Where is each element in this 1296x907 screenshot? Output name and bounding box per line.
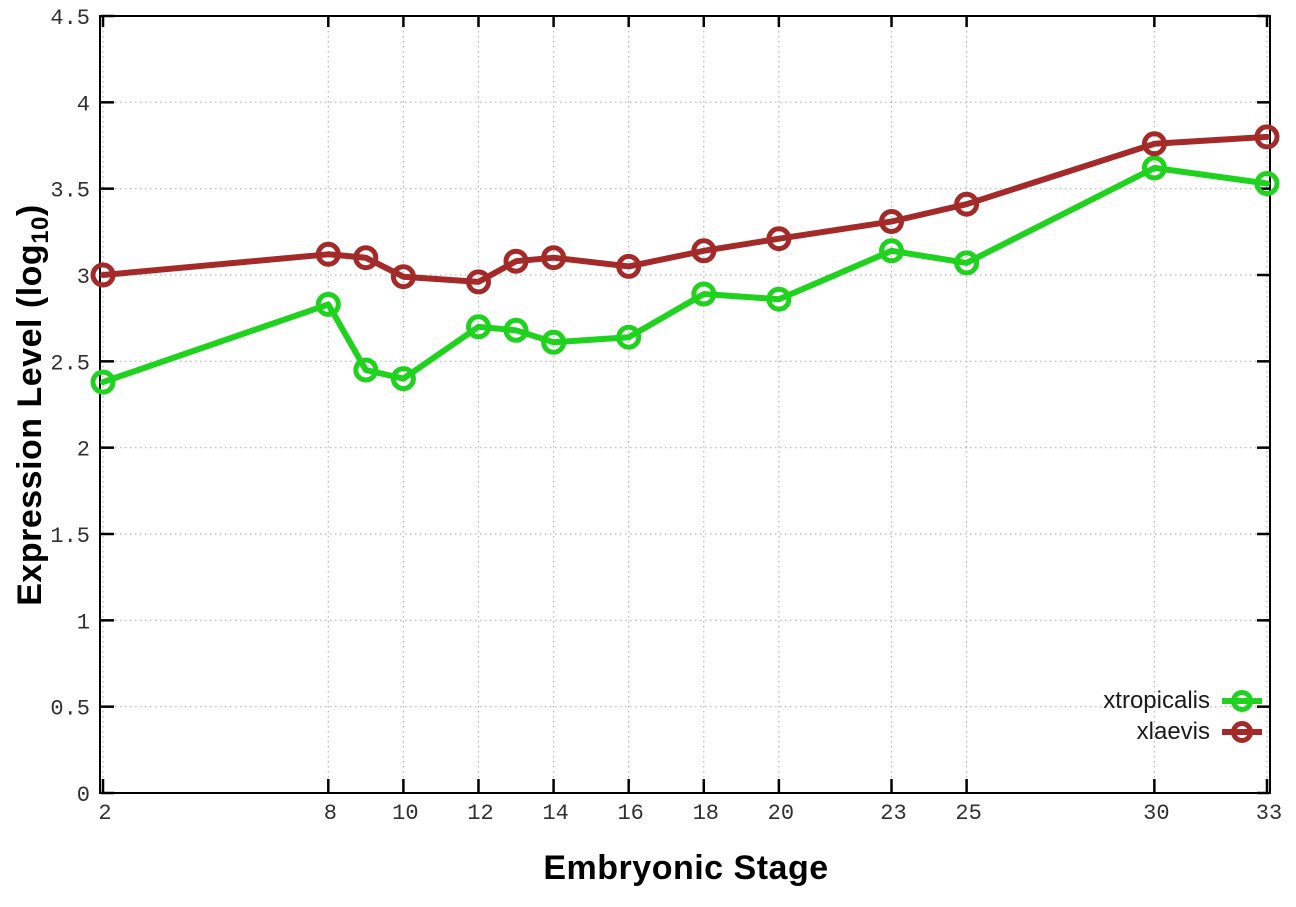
data-point-xtropicalis-13 bbox=[503, 317, 529, 343]
y-tick-label: 4 bbox=[77, 92, 90, 117]
x-axis-title: Embryonic Stage bbox=[543, 849, 829, 887]
y-tick-label: 1 bbox=[77, 610, 90, 635]
y-axis-title-text: Expression Level (log bbox=[11, 243, 49, 606]
y-axis-title-suffix: ) bbox=[11, 204, 49, 217]
legend-circle-marker-icon bbox=[1231, 689, 1253, 712]
data-point-xlaevis-18 bbox=[691, 238, 717, 264]
y-axis-title-subscript: 10 bbox=[27, 216, 54, 244]
legend-marker-icon bbox=[1222, 719, 1262, 745]
y-tick-label: 2.5 bbox=[50, 351, 90, 376]
x-tick-label: 12 bbox=[467, 801, 493, 826]
series-line-xtropicalis bbox=[100, 164, 1270, 386]
data-point-xlaevis-2 bbox=[90, 262, 116, 288]
data-point-xlaevis-16 bbox=[616, 253, 642, 279]
data-point-xtropicalis-8 bbox=[315, 291, 341, 317]
y-axis-title: Expression Level (log10) bbox=[11, 204, 55, 605]
data-point-xlaevis-9 bbox=[353, 245, 379, 271]
data-point-xtropicalis-10 bbox=[390, 366, 416, 392]
data-point-xlaevis-13 bbox=[503, 248, 529, 274]
data-point-xlaevis-8 bbox=[315, 241, 341, 267]
legend-circle-marker-icon bbox=[1231, 720, 1253, 743]
data-point-xtropicalis-33 bbox=[1254, 171, 1280, 196]
data-point-xlaevis-33 bbox=[1254, 124, 1280, 150]
data-point-xlaevis-23 bbox=[879, 209, 904, 234]
data-point-xlaevis-14 bbox=[541, 245, 567, 271]
data-point-xlaevis-12 bbox=[466, 269, 491, 295]
x-tick-label: 8 bbox=[324, 801, 337, 826]
data-point-xtropicalis-9 bbox=[353, 357, 379, 383]
y-tick-label: 4.5 bbox=[50, 6, 90, 31]
series-line-xlaevis bbox=[100, 133, 1270, 285]
y-tick-label: 2 bbox=[77, 438, 90, 463]
data-point-xtropicalis-25 bbox=[954, 250, 980, 276]
data-point-xtropicalis-20 bbox=[766, 286, 792, 312]
x-tick-label: 14 bbox=[542, 801, 568, 826]
x-tick-label: 18 bbox=[693, 801, 719, 826]
data-point-xtropicalis-2 bbox=[90, 369, 116, 395]
data-point-xtropicalis-23 bbox=[879, 238, 904, 264]
legend: xtropicalis xlaevis bbox=[1103, 685, 1262, 747]
data-point-xtropicalis-30 bbox=[1141, 155, 1167, 181]
x-tick-label: 20 bbox=[768, 801, 794, 826]
x-tick-label: 33 bbox=[1256, 801, 1282, 826]
x-tick-label: 25 bbox=[955, 801, 981, 826]
y-tick-label: 3 bbox=[77, 265, 90, 290]
data-point-xlaevis-30 bbox=[1141, 131, 1167, 157]
y-tick-label: 0.5 bbox=[50, 697, 90, 722]
legend-marker-icon bbox=[1222, 688, 1262, 714]
data-point-xtropicalis-16 bbox=[616, 324, 642, 350]
legend-label-xtropicalis: xtropicalis bbox=[1103, 686, 1210, 714]
plot-border bbox=[99, 15, 1271, 794]
y-tick-label: 3.5 bbox=[50, 179, 90, 204]
legend-item-xlaevis: xlaevis bbox=[1103, 716, 1262, 747]
y-tick-label: 1.5 bbox=[50, 524, 90, 549]
data-point-xtropicalis-12 bbox=[466, 314, 491, 340]
data-point-xlaevis-20 bbox=[766, 226, 792, 252]
data-point-xlaevis-25 bbox=[954, 191, 980, 217]
x-tick-label: 23 bbox=[880, 801, 906, 826]
data-point-xtropicalis-14 bbox=[541, 329, 567, 355]
x-tick-label: 2 bbox=[98, 801, 111, 826]
x-tick-label: 16 bbox=[617, 801, 643, 826]
x-tick-label: 30 bbox=[1143, 801, 1169, 826]
legend-item-xtropicalis: xtropicalis bbox=[1103, 685, 1262, 716]
data-point-xlaevis-10 bbox=[390, 264, 416, 290]
x-tick-label: 10 bbox=[392, 801, 418, 826]
legend-label-xlaevis: xlaevis bbox=[1136, 717, 1210, 745]
data-point-xtropicalis-18 bbox=[691, 281, 717, 307]
y-tick-label: 0 bbox=[77, 783, 90, 808]
